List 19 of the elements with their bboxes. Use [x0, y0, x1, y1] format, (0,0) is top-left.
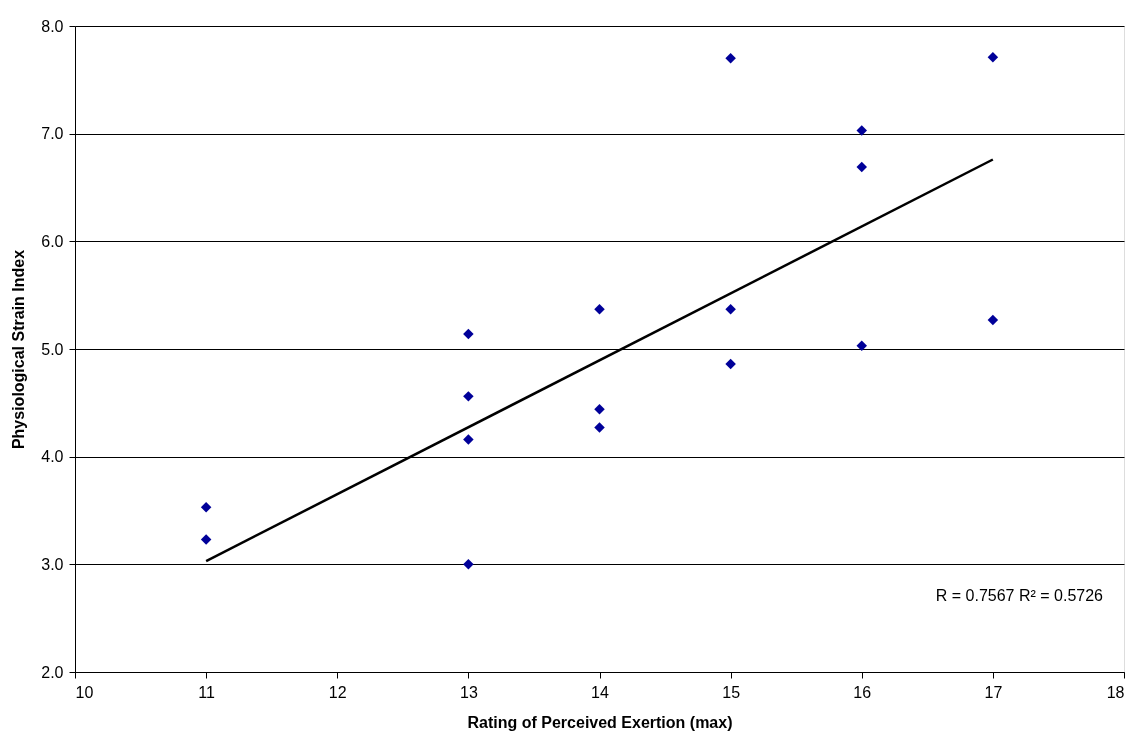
x-tick-label: 18	[1106, 683, 1125, 701]
y-tick-label: 2.0	[41, 663, 64, 681]
y-tick-label: 8.0	[41, 17, 64, 35]
x-tick-label: 12	[328, 683, 347, 701]
x-tick-label: 10	[75, 683, 94, 701]
x-tick-label: 11	[198, 683, 216, 701]
y-axis-title: Physiological Strain Index	[10, 249, 28, 450]
annotation: R = 0.7567 R² = 0.5726	[935, 587, 1104, 604]
x-tick-label: 14	[591, 683, 609, 701]
y-tick-label: 7.0	[41, 125, 64, 143]
y-tick-label: 6.0	[41, 232, 64, 250]
y-tick-label: 3.0	[41, 555, 64, 573]
y-tick-label: 5.0	[41, 340, 64, 358]
x-tick-label: 15	[722, 683, 741, 701]
x-axis-title: Rating of Perceived Exertion (max)	[467, 713, 733, 731]
x-tick-label: 16	[853, 683, 872, 701]
x-tick-label: 13	[459, 683, 478, 701]
x-tick-label: 17	[984, 683, 1003, 701]
y-tick-label: 4.0	[41, 448, 64, 466]
